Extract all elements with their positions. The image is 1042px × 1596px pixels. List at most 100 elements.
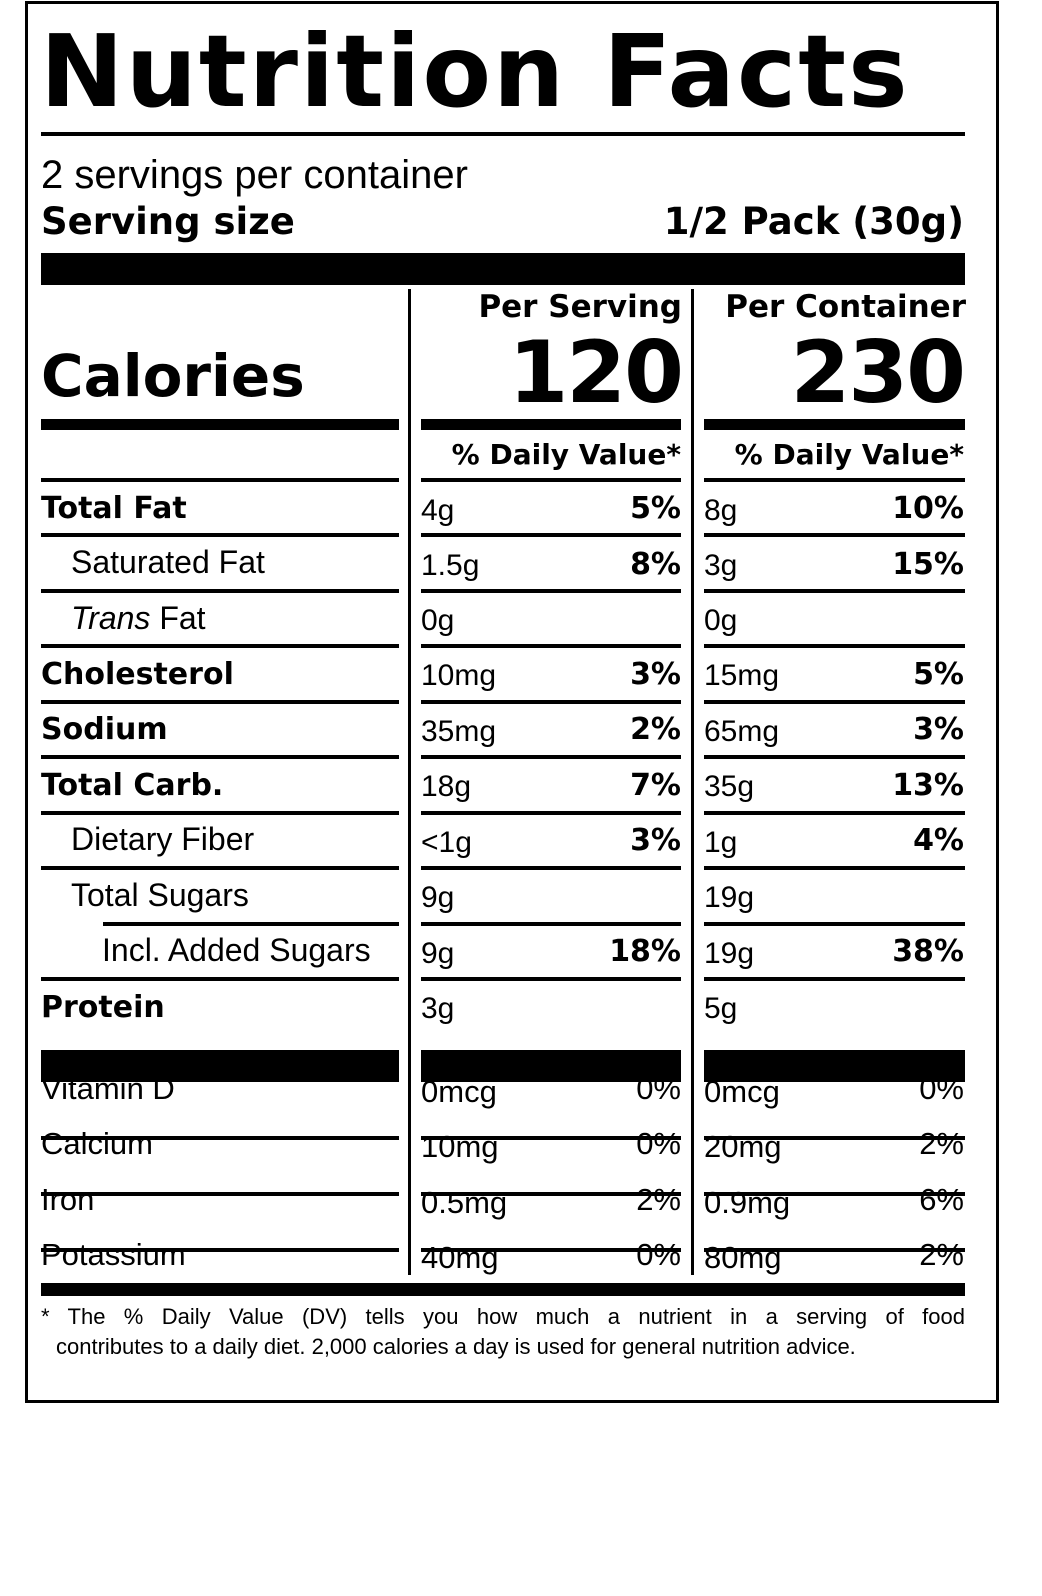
row-line [41,977,399,981]
nutrient-name-added-sugars: Incl. Added Sugars [102,932,371,968]
nutrient-name-trans-fat: Trans Fat [71,602,206,634]
label-title: Nutrition Facts [40,13,910,130]
serving-amount-added-sugars: 9g [421,937,455,970]
serving-dv-cholesterol: 3% [630,657,681,692]
nutrient-name-sodium: Sodium [41,712,168,747]
dv-header-serving: % Daily Value* [451,438,681,471]
row-line [704,1248,965,1252]
per-container-calories: 230 [790,323,966,423]
row-line [704,478,965,482]
row-line [421,644,681,648]
container-dv-total-fat: 10% [892,491,964,526]
vitamin-name-iron: Iron [41,1182,95,1217]
container-amount-potassium: 80mg [704,1240,782,1275]
serving-amount-iron: 0.5mg [421,1185,508,1220]
vitamins-thick-bar-col2 [421,1050,681,1082]
per-container-header: Per Container [725,289,966,325]
serving-dv-iron: 2% [636,1182,681,1217]
serving-amount-saturated-fat: 1.5g [421,549,480,582]
container-dv-added-sugars: 38% [892,934,964,969]
row-line [421,700,681,704]
nutrient-name-total-sugars: Total Sugars [71,877,249,913]
serving-amount-trans-fat: 0g [421,604,455,637]
container-dv-sodium: 3% [913,712,964,747]
vitamins-thick-bar-col1 [41,1050,399,1082]
row-line [704,1192,965,1196]
row-line [41,811,399,815]
nutrient-name-saturated-fat: Saturated Fat [71,544,265,580]
container-dv-iron: 6% [919,1182,964,1217]
footnote-thick-bar [41,1283,965,1296]
container-amount-total-sugars: 19g [704,881,755,914]
serving-dv-dietary-fiber: 3% [630,823,681,858]
calories-bar-col3 [704,419,965,430]
vitamins-thick-bar-col3 [704,1050,965,1082]
serving-amount-total-carb: 18g [421,770,472,803]
vitamin-name-vitamin-d: Vitamin D [41,1071,175,1106]
column-divider-2 [691,289,694,1275]
footnote-line-1: * The % Daily Value (DV) tells you how m… [41,1304,965,1329]
row-line [41,1248,399,1252]
row-line [421,1192,681,1196]
row-line [41,755,399,759]
footnote-line-2: contributes to a daily diet. 2,000 calor… [56,1334,856,1359]
row-line [704,644,965,648]
serving-amount-calcium: 10mg [421,1129,499,1164]
trans-italic: Trans [71,600,151,636]
container-dv-total-carb: 13% [892,768,964,803]
column-divider-1 [408,289,411,1275]
vitamin-name-potassium: Potassium [41,1237,186,1272]
row-line [41,589,399,593]
serving-size-label: Serving size [41,200,295,243]
row-line [704,866,965,870]
serving-amount-potassium: 40mg [421,1240,499,1275]
servings-per-container: 2 servings per container [41,153,468,197]
serving-dv-sodium: 2% [630,712,681,747]
container-amount-saturated-fat: 3g [704,549,738,582]
container-dv-saturated-fat: 15% [892,547,964,582]
nutrient-name-dietary-fiber: Dietary Fiber [71,821,255,857]
container-amount-sodium: 65mg [704,715,780,748]
serving-thick-bar [41,253,965,285]
container-dv-dietary-fiber: 4% [913,823,964,858]
serving-amount-dietary-fiber: <1g [421,826,472,859]
nutrient-name-total-carb: Total Carb. [41,768,224,803]
row-line [421,922,681,926]
row-line [41,478,399,482]
row-line [41,533,399,537]
row-line [704,977,965,981]
row-line [704,700,965,704]
container-dv-vitamin-d: 0% [919,1071,964,1106]
serving-amount-cholesterol: 10mg [421,659,497,692]
container-amount-trans-fat: 0g [704,604,738,637]
serving-dv-potassium: 0% [636,1237,681,1272]
row-line-indented [103,922,399,926]
serving-amount-total-fat: 4g [421,494,455,527]
nutrient-name-protein: Protein [41,990,165,1025]
row-line [41,1136,399,1140]
vitamin-name-calcium: Calcium [41,1126,153,1161]
nutrient-name-cholesterol: Cholesterol [41,657,234,692]
row-line [421,1136,681,1140]
calories-label: Calories [41,342,305,410]
row-line [421,977,681,981]
serving-amount-total-sugars: 9g [421,881,455,914]
container-amount-cholesterol: 15mg [704,659,780,692]
row-line [704,589,965,593]
dv-header-container: % Daily Value* [734,438,964,471]
per-serving-calories: 120 [508,323,684,423]
serving-dv-total-carb: 7% [630,768,681,803]
row-line [421,478,681,482]
calories-bar-col1 [41,419,399,430]
container-amount-calcium: 20mg [704,1129,782,1164]
trans-fat-suffix: Fat [150,600,206,636]
container-amount-added-sugars: 19g [704,937,755,970]
serving-size-value: 1/2 Pack (30g) [663,200,964,243]
serving-dv-vitamin-d: 0% [636,1071,681,1106]
container-amount-total-fat: 8g [704,494,738,527]
row-line [421,1248,681,1252]
serving-amount-vitamin-d: 0mcg [421,1074,497,1109]
row-line [421,755,681,759]
row-line [41,1192,399,1196]
serving-amount-protein: 3g [421,992,455,1025]
